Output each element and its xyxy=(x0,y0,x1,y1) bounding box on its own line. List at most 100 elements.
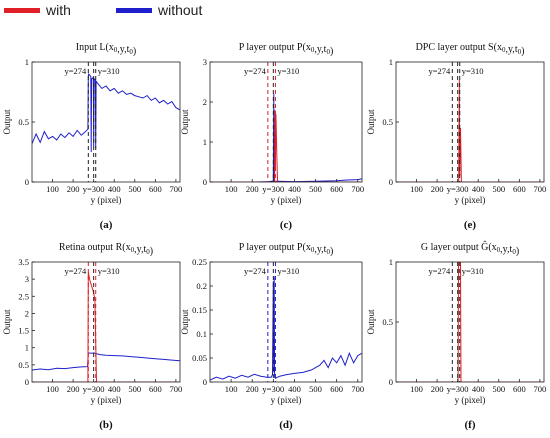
y-tick-label: 0 xyxy=(25,377,29,387)
y-tick-label: 2 xyxy=(25,308,29,318)
x-tick-label: 200 xyxy=(431,384,444,394)
x-tick-label: 400 xyxy=(472,184,485,194)
panel-title: Input L(x0,y,t0) xyxy=(76,42,137,57)
axes-frame xyxy=(395,261,545,383)
x-tick-label: 100 xyxy=(225,384,238,394)
marker-label: y=274 xyxy=(244,66,267,76)
marker-label: y=274 xyxy=(65,66,88,76)
x-tick-label: 100 xyxy=(410,384,423,394)
x-tick-label: 600 xyxy=(330,384,343,394)
y-tick-label: 1 xyxy=(389,257,393,267)
x-tick-label: 700 xyxy=(534,184,547,194)
y-axis-label: Output xyxy=(2,109,12,135)
series-line-with xyxy=(32,272,180,382)
panel-f: G layer output Ĝ(x0,y,t0) y=274 y=310 100 20… xyxy=(366,241,546,431)
y-tick-label: 0 xyxy=(25,177,29,187)
y-tick-label: 3 xyxy=(203,57,207,67)
y-tick-label: 0 xyxy=(203,177,207,187)
y-tick-label: 1.5 xyxy=(18,326,29,336)
x-tick-label: 600 xyxy=(149,184,162,194)
x-axis-label: y (pixel) xyxy=(91,195,122,205)
marker-label: y=274 xyxy=(244,266,267,276)
plot-area xyxy=(210,62,362,182)
panel-label: (e) xyxy=(464,219,477,231)
x-tick-label: 500 xyxy=(309,384,322,394)
x-tick-label: y=300 xyxy=(262,184,284,194)
x-tick-label: 200 xyxy=(67,184,80,194)
x-tick-label: 400 xyxy=(108,184,121,194)
legend-swatch-without xyxy=(116,8,152,13)
series-line-without xyxy=(32,72,180,153)
plot-area xyxy=(210,262,362,382)
y-axis-label: Output xyxy=(366,309,376,335)
x-tick-label: 200 xyxy=(67,384,80,394)
axes-frame xyxy=(395,61,545,183)
plot-area xyxy=(396,262,544,382)
x-tick-label: 700 xyxy=(351,384,364,394)
marker-label: y=310 xyxy=(98,66,120,76)
axes-frame xyxy=(31,61,181,183)
x-tick-label: 400 xyxy=(472,384,485,394)
axes-frame xyxy=(209,61,363,183)
x-tick-label: 700 xyxy=(351,184,364,194)
x-tick-label: y=300 xyxy=(447,384,469,394)
panel-title: G layer output Ĝ(x0,y,t0) xyxy=(421,241,519,257)
series-line-without xyxy=(210,276,362,381)
x-tick-label: 500 xyxy=(492,184,505,194)
x-tick-label: 500 xyxy=(128,384,141,394)
marker-label: y=274 xyxy=(429,266,452,276)
panel-label: (a) xyxy=(100,219,113,231)
x-axis-label: y (pixel) xyxy=(455,195,486,205)
panel-title: DPC layer output S(x0,y,t0) xyxy=(416,42,525,57)
chart-legend: with without xyxy=(0,0,550,22)
panel-title: P layer output P(x0,y,t0) xyxy=(239,42,334,57)
marker-label: y=310 xyxy=(462,266,484,276)
panel-d: P layer output P(x0,y,t0) y=274 y=310 100 20… xyxy=(180,242,364,431)
y-tick-label: 2.5 xyxy=(18,291,29,301)
y-tick-label: 0.25 xyxy=(192,257,207,267)
y-axis-label: Output xyxy=(366,109,376,135)
x-axis-label: y (pixel) xyxy=(91,395,122,405)
axes-frame xyxy=(209,261,363,383)
marker-label: y=310 xyxy=(277,266,299,276)
panel-label: (b) xyxy=(99,419,113,431)
panel-e: DPC layer output S(x0,y,t0)y=274 y=310100… xyxy=(366,42,546,231)
panel-title: P layer output P(x0,y,t0) xyxy=(239,242,334,257)
y-tick-label: 0.15 xyxy=(192,305,207,315)
marker-label: y=310 xyxy=(462,66,484,76)
panel-label: (d) xyxy=(279,419,293,431)
plot-area xyxy=(32,262,180,382)
y-tick-label: 0.2 xyxy=(196,281,207,291)
y-tick-label: 1 xyxy=(389,57,393,67)
series-line-without xyxy=(210,93,362,182)
x-tick-label: 400 xyxy=(288,384,301,394)
series-line-with xyxy=(396,79,544,182)
y-tick-label: 3 xyxy=(25,274,29,284)
x-tick-label: 700 xyxy=(170,384,183,394)
y-axis-label: Output xyxy=(180,309,190,335)
x-tick-label: 100 xyxy=(410,184,423,194)
marker-label: y=274 xyxy=(65,266,88,276)
y-tick-label: 1 xyxy=(25,343,29,353)
x-axis-label: y (pixel) xyxy=(455,395,486,405)
legend-label-with: with xyxy=(46,2,71,18)
x-tick-label: 400 xyxy=(108,384,121,394)
x-tick-label: 600 xyxy=(330,184,343,194)
y-tick-label: 0.1 xyxy=(196,329,207,339)
series-line-without xyxy=(32,352,180,371)
x-tick-label: y=300 xyxy=(262,384,284,394)
x-tick-label: 700 xyxy=(170,184,183,194)
y-tick-label: 0 xyxy=(203,377,207,387)
x-tick-label: 200 xyxy=(246,184,259,194)
x-tick-label: y=300 xyxy=(447,184,469,194)
x-tick-label: 200 xyxy=(431,184,444,194)
legend-label-without: without xyxy=(158,2,203,18)
x-tick-label: 500 xyxy=(309,184,322,194)
x-axis-label: y (pixel) xyxy=(271,395,302,405)
y-axis-label: Output xyxy=(2,309,12,335)
panel-label: (c) xyxy=(280,219,293,231)
x-tick-label: 400 xyxy=(288,184,301,194)
x-tick-label: y=300 xyxy=(83,384,105,394)
